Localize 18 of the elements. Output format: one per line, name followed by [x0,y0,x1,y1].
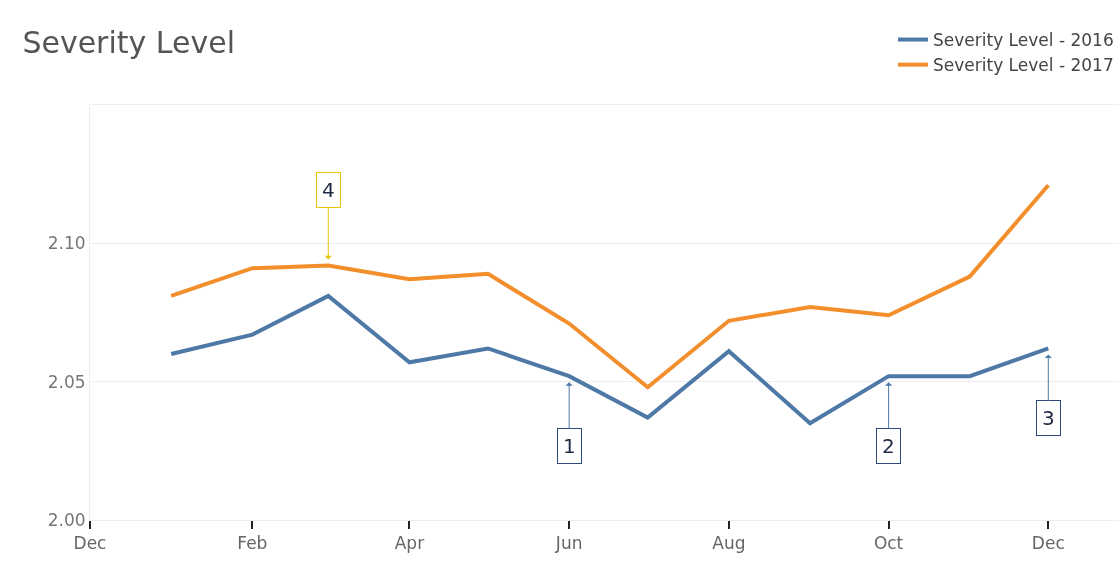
legend-label: Severity Level - 2016 [933,30,1114,51]
x-tick-label: Dec [1031,533,1065,554]
chart-title: Severity Level [22,24,236,60]
y-tick-label: 2.05 [47,371,86,392]
annotation: 1 [563,434,576,458]
y-tick-label: 2.00 [47,509,86,530]
x-tick-label: Oct [873,533,904,554]
annotation: 2 [882,434,895,458]
y-tick-label: 2.10 [47,233,86,254]
x-tick-label: Apr [394,533,425,554]
legend-label: Severity Level - 2017 [933,55,1114,76]
x-tick-label: Aug [712,533,746,554]
annotation: 4 [322,178,335,202]
line-series [169,183,1051,390]
x-tick-label: Dec [73,533,107,554]
annotation: 3 [1042,406,1055,430]
x-tick-label: Feb [237,533,268,554]
x-tick-label: Jun [554,533,583,554]
